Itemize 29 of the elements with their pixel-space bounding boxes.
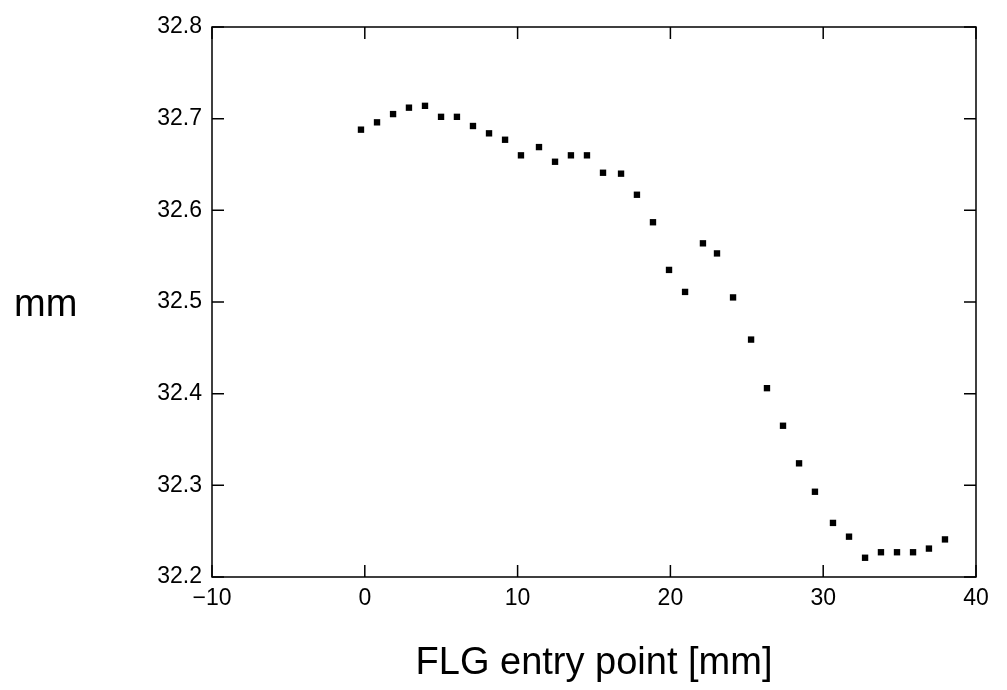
x-axis-title: FLG entry point [mm]	[415, 639, 773, 682]
x-tick-label: 30	[810, 584, 836, 611]
point	[729, 294, 737, 301]
point	[485, 130, 493, 137]
point	[567, 152, 575, 159]
point	[373, 119, 381, 126]
point	[583, 152, 591, 159]
x-tick-label: 20	[657, 584, 684, 611]
y-tick-label: 32.7	[157, 104, 202, 131]
point	[617, 170, 625, 177]
x-tick-label: 10	[504, 584, 531, 611]
y-tick-label: 32.3	[157, 470, 202, 497]
point	[713, 250, 721, 257]
x-tick-label: 0	[358, 584, 372, 611]
point	[517, 152, 525, 159]
y-tick-label: 32.6	[157, 195, 202, 222]
point	[795, 460, 803, 467]
y-tick-label: 32.4	[157, 379, 203, 406]
x-tick-label: 40	[963, 584, 989, 611]
point	[747, 336, 755, 343]
point	[699, 240, 707, 247]
point	[405, 104, 413, 111]
y-tick-label: 32.5	[157, 287, 202, 314]
point	[357, 126, 365, 133]
point	[941, 536, 949, 543]
y-tick-label: 32.8	[157, 12, 202, 39]
point	[845, 533, 853, 540]
y-axis-title: mm	[14, 282, 78, 325]
point	[925, 545, 933, 552]
